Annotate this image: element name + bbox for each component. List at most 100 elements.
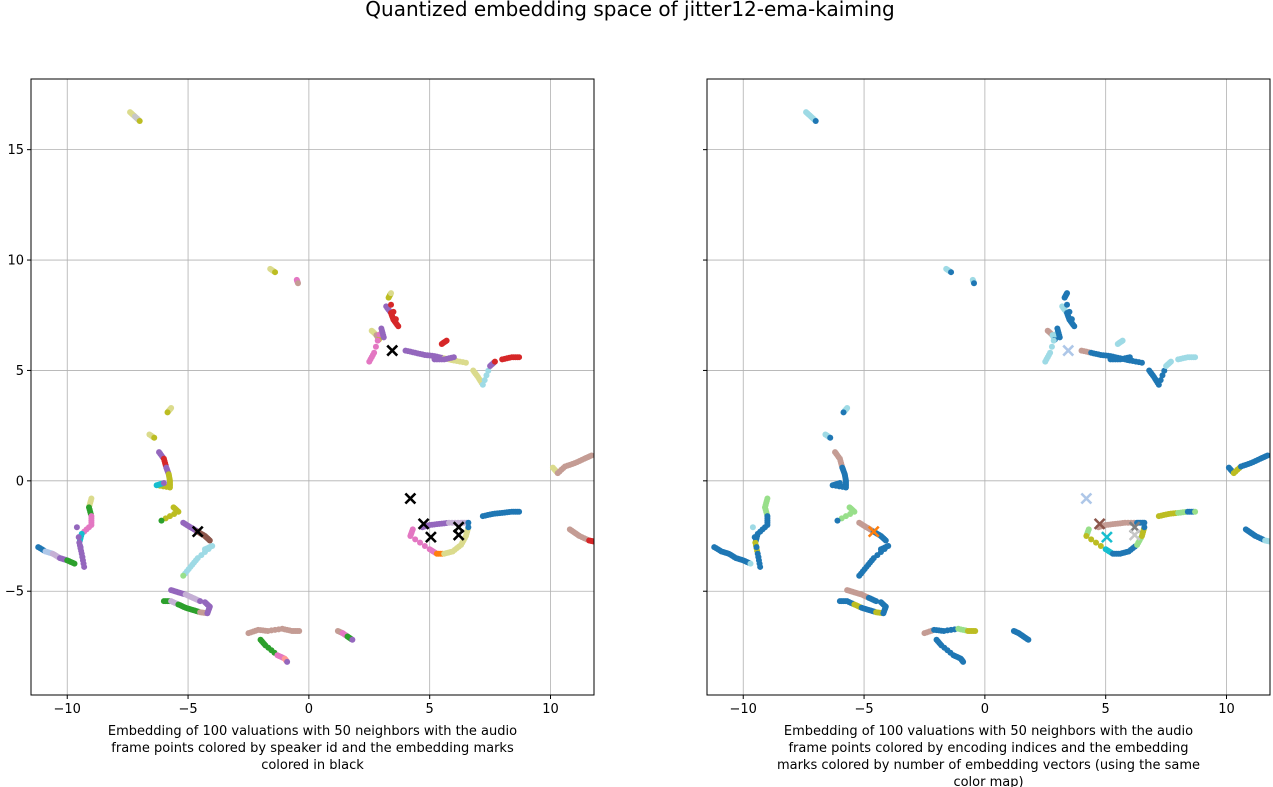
- data-point: [972, 627, 979, 634]
- data-point: [158, 517, 165, 524]
- data-point: [882, 537, 889, 544]
- data-point: [71, 560, 78, 567]
- data-point: [1071, 323, 1078, 330]
- x-tick-label: 10: [1218, 702, 1235, 717]
- embedding-mark-stroke: [452, 529, 465, 541]
- data-point: [206, 537, 213, 544]
- data-point: [180, 572, 187, 579]
- y-tick-label: 15: [7, 143, 24, 158]
- data-point: [516, 508, 523, 515]
- embedding-mark-stroke: [417, 517, 430, 530]
- data-point: [1064, 290, 1071, 297]
- data-point: [836, 480, 843, 487]
- data-point: [1097, 542, 1104, 549]
- embedding-mark: [1080, 492, 1093, 505]
- x-tick-label: −10: [54, 702, 81, 717]
- embedding-mark-stroke: [191, 525, 204, 538]
- data-point: [79, 554, 86, 561]
- axes-frame: [30, 78, 595, 696]
- data-point: [272, 269, 279, 276]
- plot-area: [707, 79, 1270, 695]
- data-point: [1159, 372, 1166, 379]
- x-tick-label: 5: [1102, 702, 1110, 717]
- data-point: [948, 269, 955, 276]
- embedding-mark: [386, 344, 399, 357]
- x-axis-label-line: marks colored by number of embedding vec…: [777, 758, 1200, 773]
- data-points: [35, 109, 594, 665]
- data-point: [388, 301, 395, 308]
- data-point: [81, 563, 88, 570]
- data-point: [372, 343, 379, 350]
- embedding-mark: [191, 525, 204, 538]
- x-axis-label-line: Embedding of 100 valuations with 50 neig…: [108, 724, 517, 739]
- data-point: [1083, 533, 1090, 540]
- data-point: [834, 517, 841, 524]
- data-point: [1050, 337, 1057, 344]
- embedding-mark-stroke: [1080, 492, 1093, 505]
- data-point: [371, 349, 378, 356]
- data-point: [412, 536, 419, 543]
- data-point: [164, 409, 171, 416]
- data-point: [827, 434, 834, 441]
- data-point: [197, 598, 204, 605]
- data-point: [873, 598, 880, 605]
- data-point: [1056, 334, 1063, 341]
- data-point: [462, 359, 469, 366]
- x-axis-label-line: color map): [953, 775, 1023, 787]
- data-point: [380, 334, 387, 341]
- data-point: [421, 542, 428, 549]
- data-point: [747, 560, 754, 567]
- embedding-mark: [424, 531, 437, 544]
- figure-title: Quantized embedding space of jitter12-em…: [365, 0, 894, 21]
- data-point: [753, 544, 760, 551]
- axes-frame: [706, 78, 1271, 696]
- x-tick-label: 10: [542, 702, 559, 717]
- data-point: [1161, 367, 1168, 374]
- x-tick-label: −5: [854, 702, 873, 717]
- data-point: [1126, 354, 1133, 361]
- data-point: [1141, 519, 1148, 526]
- data-point: [491, 358, 498, 365]
- data-point: [1192, 508, 1199, 515]
- data-point: [1066, 308, 1073, 315]
- data-point: [417, 539, 424, 546]
- data-point: [77, 544, 84, 551]
- data-point: [877, 599, 884, 606]
- left-scatter-panel: −10 −5 0 5 10 −5 0 5 10 15 Embedding of 100 valuat…: [5, 78, 595, 773]
- data-point: [136, 117, 143, 124]
- data-point: [1157, 377, 1164, 384]
- data-point: [588, 452, 594, 459]
- embedding-mark: [1100, 531, 1113, 544]
- x-axis-label-line: frame points colored by speaker id and t…: [111, 741, 514, 756]
- embedding-mark-stroke: [1062, 344, 1075, 357]
- data-point: [812, 117, 819, 124]
- data-point: [1047, 349, 1054, 356]
- embedding-mark-stroke: [424, 531, 437, 544]
- y-tick-label: 0: [16, 474, 24, 489]
- embedding-mark: [417, 517, 430, 530]
- data-point: [485, 367, 492, 374]
- data-point: [751, 534, 758, 541]
- data-point: [388, 290, 395, 297]
- data-point: [479, 381, 486, 388]
- data-point: [296, 627, 303, 634]
- data-point: [201, 599, 208, 606]
- data-point: [465, 524, 472, 531]
- data-point: [374, 337, 381, 344]
- x-tick-label: 0: [981, 702, 989, 717]
- data-point: [960, 658, 967, 665]
- data-point: [483, 372, 490, 379]
- data-point: [840, 409, 847, 416]
- data-point: [160, 480, 167, 487]
- data-point: [755, 554, 762, 561]
- right-scatter-panel: −10 −5 0 5 10 Embedding of 100 valuations wit…: [703, 78, 1271, 787]
- data-point: [749, 524, 756, 531]
- x-tick-label: 0: [305, 702, 313, 717]
- x-tick-label: 5: [426, 702, 434, 717]
- embedding-mark: [1093, 517, 1106, 530]
- embedding-mark-stroke: [386, 344, 399, 357]
- embedding-mark: [452, 529, 465, 541]
- data-point: [1267, 538, 1270, 545]
- embedding-mark-stroke: [1100, 531, 1113, 544]
